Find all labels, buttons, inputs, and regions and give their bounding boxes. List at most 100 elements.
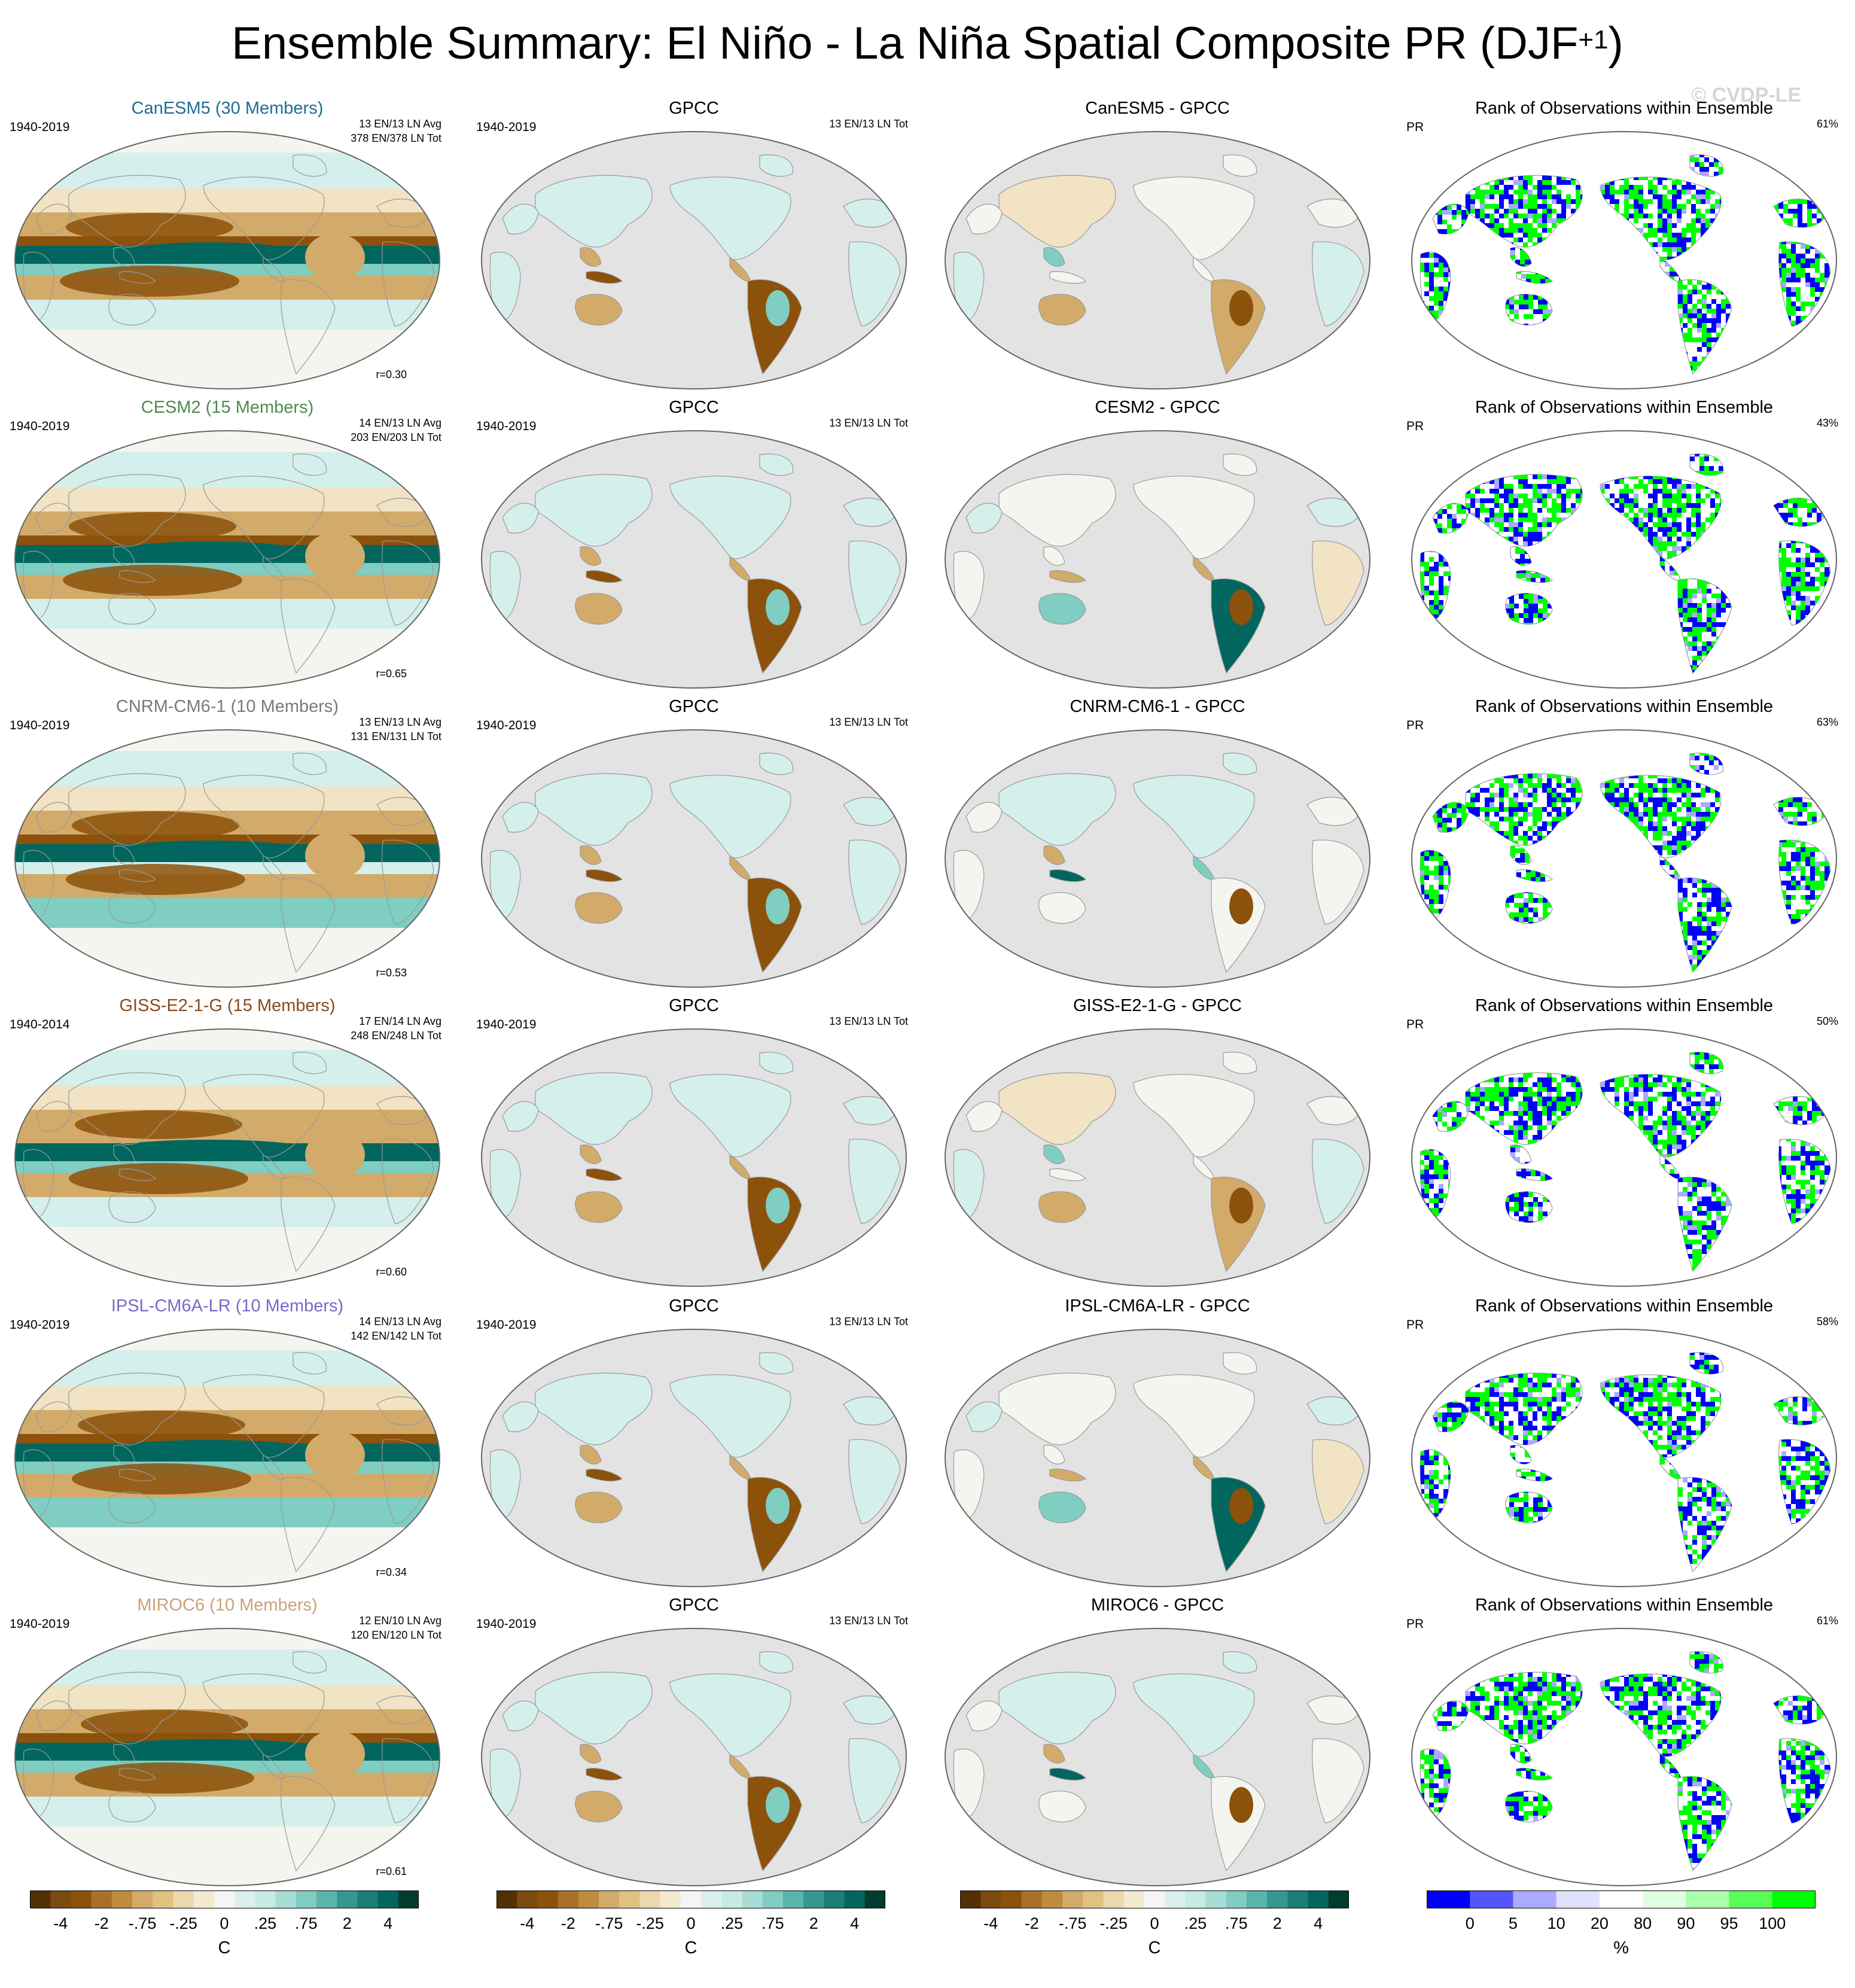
- south-america-anomaly: [766, 1188, 790, 1223]
- event-counts: 13 EN/13 LN Tot: [829, 1316, 908, 1328]
- model-panel: IPSL-CM6A-LR (10 Members) 1940-2019 14 EN/…: [6, 1296, 449, 1596]
- land-namerica: [669, 1673, 791, 1757]
- map-outline: [1411, 131, 1837, 389]
- coastline-indonesia: [119, 1168, 157, 1182]
- colorbar-swatch: [742, 1890, 763, 1908]
- colorbar-swatch: [1001, 1890, 1022, 1908]
- rank-panel: Rank of Observations within Ensemble PR 58…: [1403, 1296, 1845, 1596]
- coastline-africa: [23, 1149, 54, 1219]
- land-seasia: [580, 546, 602, 566]
- map-background: [482, 1329, 906, 1587]
- land-namerica: [1133, 1673, 1255, 1757]
- colorbar-tick-label: .75: [1225, 1914, 1248, 1932]
- colorbar-tick-label: 4: [850, 1914, 860, 1932]
- map-background: [482, 1029, 906, 1286]
- map-background: [1412, 431, 1836, 688]
- pacific-wet-tongue: [96, 1739, 323, 1761]
- colorbar-tick-label: 4: [383, 1914, 393, 1932]
- land-africa2: [1312, 241, 1364, 327]
- event-counts: 13 EN/13 LN Avg 131 EN/131 LN Tot: [351, 715, 441, 744]
- land-africa2: [848, 241, 901, 327]
- difference-title: CanESM5 - GPCC: [1085, 99, 1230, 118]
- field-band: [15, 452, 440, 488]
- coastline-africa2: [382, 241, 434, 327]
- period-label: 1940-2019: [10, 1617, 70, 1631]
- colorbar-tick-label: -2: [1024, 1914, 1039, 1932]
- difference-title: IPSL-CM6A-LR - GPCC: [1065, 1296, 1250, 1316]
- coastline-seasia: [113, 1744, 135, 1764]
- watermark: © CVDP-LE: [1691, 84, 1801, 106]
- colorbar-swatch: [50, 1890, 71, 1908]
- land-australia: [575, 1791, 623, 1822]
- variable-label: PR: [1406, 1018, 1424, 1031]
- subtropical-dry-lobe: [75, 1110, 242, 1139]
- land-indonesia: [586, 271, 623, 284]
- total-count: 248 EN/248 LN Tot: [351, 1030, 441, 1042]
- coastline-greenland: [293, 154, 327, 177]
- total-count: 120 EN/120 LN Tot: [351, 1629, 441, 1641]
- land-europe: [965, 1700, 1003, 1731]
- south-america-anomaly: [766, 290, 790, 326]
- map-background: [482, 132, 906, 389]
- colorbar-frame: [1427, 1890, 1816, 1908]
- colorbar-swatch: [377, 1890, 399, 1908]
- colorbar-swatch: [558, 1890, 579, 1908]
- rank-title: Rank of Observations within Ensemble: [1475, 996, 1774, 1015]
- difference-panel: CESM2 - GPCC: [936, 398, 1379, 697]
- map-outline: [945, 1628, 1370, 1886]
- colorbar-swatch: [1729, 1890, 1773, 1908]
- coastline-greenland: [293, 753, 327, 775]
- period-label: 1940-2019: [10, 1318, 70, 1332]
- subtropical-dry-lobe: [81, 1710, 248, 1739]
- event-counts: 13 EN/13 LN Tot: [829, 1615, 908, 1627]
- coastline-samerica: [281, 877, 336, 973]
- period-label: 1940-2014: [10, 1018, 70, 1031]
- land-africa: [953, 1149, 985, 1219]
- event-counts: 13 EN/13 LN Avg 378 EN/378 LN Tot: [351, 117, 441, 145]
- gpcc-panel: GPCC 1940-2019 13 EN/13 LN Tot: [473, 99, 915, 398]
- coastline-australia: [108, 1191, 156, 1223]
- colorbar-tick-label: -.75: [595, 1914, 623, 1932]
- land-africa: [953, 550, 985, 621]
- colorbar-swatch: [803, 1890, 824, 1908]
- map-background: [1412, 1628, 1836, 1886]
- atlantic-dry-patch: [305, 1431, 365, 1479]
- colorbar-swatches: [960, 1890, 1349, 1908]
- colorbar-swatch: [537, 1890, 559, 1908]
- colorbar-swatch: [1513, 1890, 1557, 1908]
- map-outline: [481, 1028, 907, 1287]
- difference-panel: GISS-E2-1-G - GPCC: [936, 996, 1379, 1295]
- land-namerica: [669, 476, 791, 559]
- gpcc-panel: GPCC 1940-2019 13 EN/13 LN Tot: [473, 996, 915, 1295]
- colorbar-tick-label: 10: [1547, 1914, 1565, 1932]
- south-america-anomaly: [766, 888, 790, 924]
- gpcc-title: GPCC: [669, 996, 719, 1015]
- colorbar-tick-label: 90: [1677, 1914, 1695, 1932]
- colorbar-swatches: [1427, 1890, 1816, 1908]
- difference-panel: MIROC6 - GPCC: [936, 1596, 1379, 1895]
- land-greenland: [759, 1052, 794, 1074]
- gpcc-title: GPCC: [669, 99, 719, 118]
- page-title: Ensemble Summary: El Niño - La Niña Spat…: [232, 18, 1623, 69]
- land-seasia: [1043, 247, 1065, 267]
- coastline-asia: [68, 175, 186, 248]
- colorbar-swatch: [660, 1890, 681, 1908]
- colorbar-tick-label: -4: [520, 1914, 535, 1932]
- gpcc-title: GPCC: [669, 398, 719, 417]
- map-outline: [14, 1628, 440, 1886]
- colorbar-swatch: [193, 1890, 215, 1908]
- colorbar-swatch: [824, 1890, 845, 1908]
- colorbar-swatch: [1287, 1890, 1309, 1908]
- coastline-camerica: [263, 1454, 285, 1479]
- land-indonesia: [586, 570, 623, 583]
- colorbar-swatch: [30, 1890, 51, 1908]
- difference-title: CNRM-CM6-1 - GPCC: [1070, 697, 1245, 716]
- difference-panel: IPSL-CM6A-LR - GPCC: [936, 1296, 1379, 1596]
- rank-panel: Rank of Observations within Ensemble PR 61…: [1403, 99, 1845, 398]
- pattern-correlation: r=0.34: [376, 1566, 407, 1578]
- land-indonesia: [586, 1168, 623, 1182]
- model-panel: GISS-E2-1-G (15 Members) 1940-2014 17 EN/1…: [6, 996, 449, 1295]
- coastline-africa: [23, 251, 54, 322]
- rank-title: Rank of Observations within Ensemble: [1475, 99, 1774, 118]
- coastline-australia: [108, 1491, 156, 1523]
